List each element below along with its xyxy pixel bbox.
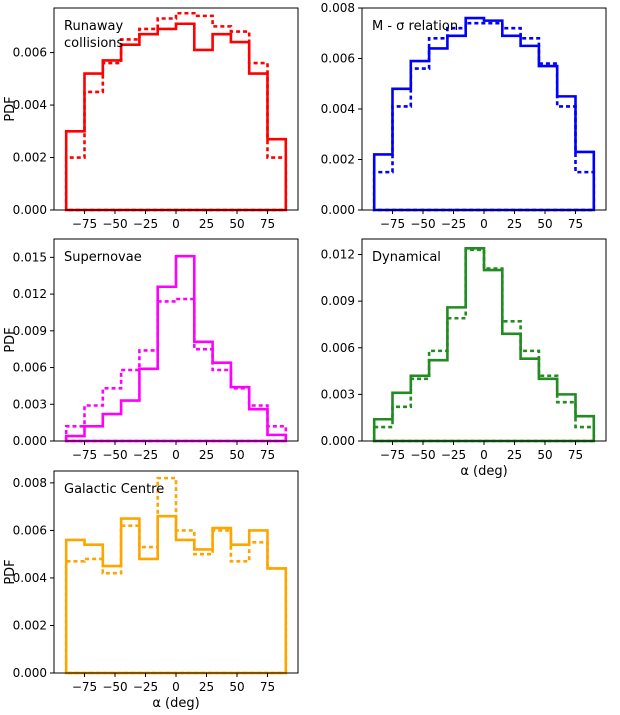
y-axis-label: PDF [3,559,18,584]
series-dotted-supernovae [64,297,288,443]
series-dotted-galactic-centre [64,476,288,675]
x-tick-label: −50 [410,448,435,462]
y-tick-label: 0.003 [321,387,355,401]
x-tick-label: 0 [480,448,488,462]
x-tick-label: 75 [260,680,275,694]
panel-title: Galactic Centre [64,482,164,497]
y-tick-label: 0.006 [13,361,47,375]
series-solid-dynamical [372,247,596,443]
x-axis-label: α (deg) [460,464,507,479]
x-tick-label: 0 [172,680,180,694]
x-tick-label: −25 [441,217,466,231]
x-tick-label: −75 [380,217,405,231]
panel-m-relation: −75 −50 −25 0 25 50 75 0.000 0.002 0.004 0.006 0.00… [321,1,607,231]
panel-supernovae: −75 −50 −25 0 25 50 75 0.000 0.003 0.006 0.009 0.01… [3,238,299,462]
y-axis-label: PDF [3,96,18,121]
series-solid-supernovae [64,254,288,443]
axes-frame [361,7,607,211]
x-axis-label: α (deg) [152,696,199,711]
x-tick-label: −25 [441,448,466,462]
y-tick-label: 0.000 [321,434,355,448]
x-tick-label: −75 [72,448,97,462]
series-solid-m-relation [372,16,596,212]
series-dotted-dynamical [372,248,596,443]
y-tick-label: 0.000 [321,203,355,217]
x-tick-label: 0 [172,217,180,231]
panel-title: Dynamical [372,250,441,265]
x-tick-label: −50 [410,217,435,231]
x-tick-label: 0 [172,448,180,462]
series-solid-runaway-collisions [64,22,288,212]
x-tick-label: −50 [102,680,127,694]
y-tick-label: 0.012 [321,248,355,262]
x-tick-label: −75 [72,217,97,231]
series-solid-galactic-centre [64,514,288,675]
y-tick-label: 0.000 [13,434,47,448]
y-tick-label: 0.009 [321,294,355,308]
y-tick-label: 0.002 [13,618,47,632]
x-tick-label: −75 [380,448,405,462]
series-dotted-runaway-collisions [64,11,288,212]
y-tick-label: 0.012 [13,287,47,301]
x-tick-label: 50 [229,680,244,694]
x-tick-label: −75 [72,680,97,694]
panel-runaway-collisions: −75 −50 −25 0 25 50 75 0.000 0.002 0.004 0.006 Runa… [3,7,299,231]
y-tick-label: 0.006 [13,46,47,60]
y-tick-label: 0.000 [13,203,47,217]
x-tick-label: 75 [568,217,583,231]
panel-title: Runaway collisions [64,19,124,51]
x-tick-label: 0 [480,217,488,231]
x-tick-label: 75 [260,448,275,462]
panel-title: Supernovae [64,250,142,265]
y-tick-label: 0.006 [13,523,47,537]
x-tick-label: −25 [133,448,158,462]
y-tick-label: 0.002 [321,153,355,167]
y-tick-label: 0.008 [13,476,47,490]
x-tick-label: 25 [507,448,522,462]
y-tick-label: 0.006 [321,341,355,355]
x-tick-label: 75 [260,217,275,231]
series-dotted-m-relation [372,21,596,212]
y-tick-label: 0.000 [13,666,47,680]
panel-galactic-centre: −75 −50 −25 0 25 50 75 0.000 0.002 0.004 0.006 0.00… [3,470,299,711]
x-tick-label: 50 [537,217,552,231]
y-tick-label: 0.004 [321,102,355,116]
y-tick-label: 0.008 [321,1,355,15]
x-tick-label: 50 [229,448,244,462]
x-tick-label: −25 [133,217,158,231]
x-tick-label: 25 [507,217,522,231]
x-tick-label: −25 [133,680,158,694]
x-tick-label: 25 [199,448,214,462]
y-tick-label: 0.004 [13,98,47,112]
y-tick-label: 0.004 [13,571,47,585]
y-tick-label: 0.009 [13,324,47,338]
y-tick-label: 0.006 [321,52,355,66]
panel-dynamical: −75 −50 −25 0 25 50 75 0.000 0.003 0.006 0.009 0.01… [321,238,607,479]
x-tick-label: 50 [537,448,552,462]
y-tick-label: 0.015 [13,250,47,264]
x-tick-label: 50 [229,217,244,231]
x-tick-label: −50 [102,448,127,462]
y-tick-label: 0.002 [13,151,47,165]
x-tick-label: 25 [199,217,214,231]
x-tick-label: −50 [102,217,127,231]
x-tick-label: 75 [568,448,583,462]
panel-title: M - σ relation [372,19,458,34]
x-tick-label: 25 [199,680,214,694]
y-tick-label: 0.003 [13,397,47,411]
y-axis-label: PDF [3,327,18,352]
